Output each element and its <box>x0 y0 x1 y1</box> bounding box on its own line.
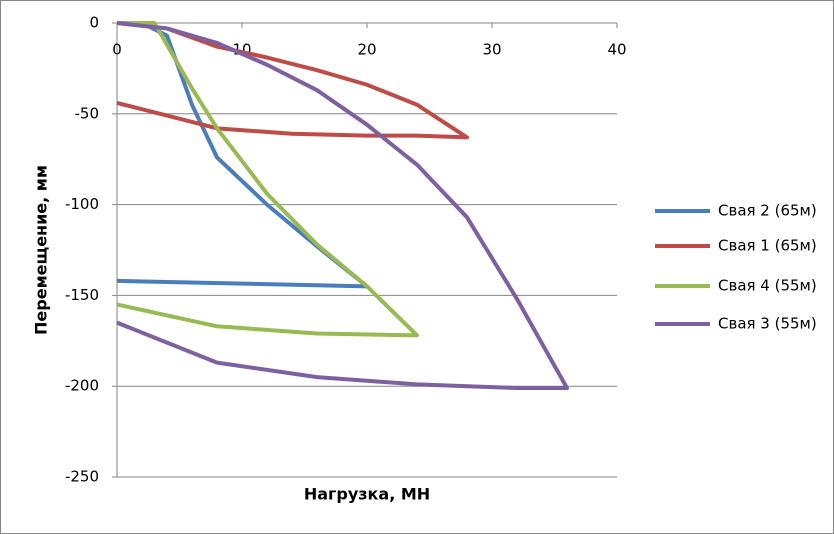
y-tick-label: -50 <box>75 104 100 122</box>
series-line <box>116 21 419 338</box>
x-axis-title: Нагрузка, МН <box>304 485 430 504</box>
x-tick-label: 30 <box>482 41 501 59</box>
x-tick-label: 0 <box>112 41 122 59</box>
y-tick-label: -150 <box>65 286 99 304</box>
y-tick-label: -200 <box>65 377 99 395</box>
y-axis-title: Перемещение, мм <box>32 165 51 335</box>
legend-label: Свая 4 (55м) <box>718 277 817 295</box>
y-tick-label: -100 <box>65 195 99 213</box>
legend-label: Свая 2 (65м) <box>718 202 817 220</box>
legend-label: Свая 1 (65м) <box>718 237 817 255</box>
x-tick-label: 20 <box>357 41 376 59</box>
series-line <box>116 21 569 391</box>
y-tick-label: 0 <box>89 14 99 32</box>
x-tick-label: 40 <box>607 41 626 59</box>
y-tick-label: -250 <box>65 468 99 486</box>
legend-label: Свая 3 (55м) <box>718 315 817 333</box>
